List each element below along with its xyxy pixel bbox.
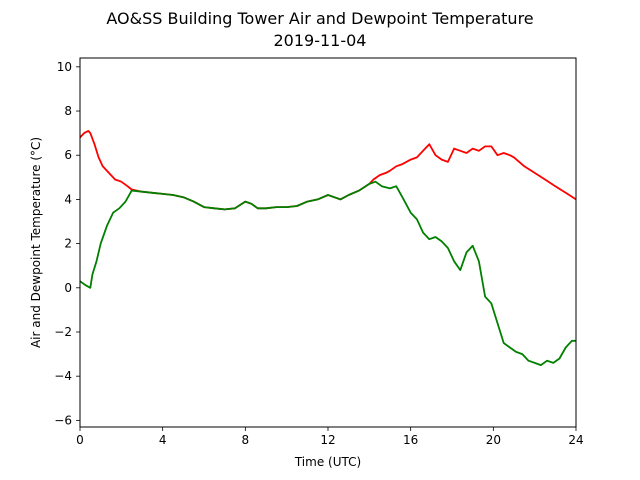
- y-tick-label: 4: [64, 192, 72, 206]
- x-tick-label: 8: [242, 433, 250, 447]
- chart-title: AO&SS Building Tower Air and Dewpoint Te…: [106, 9, 533, 28]
- x-tick-label: 20: [486, 433, 501, 447]
- y-axis-label: Air and Dewpoint Temperature (°C): [29, 137, 43, 348]
- series-layer: [79, 129, 577, 367]
- x-axis-label: Time (UTC): [294, 455, 361, 469]
- y-tick-label: 8: [64, 104, 72, 118]
- y-tick-label: −6: [54, 413, 72, 427]
- y-tick-label: −4: [54, 369, 72, 383]
- y-tick-label: 0: [64, 281, 72, 295]
- y-tick-label: 2: [64, 237, 72, 251]
- chart-subtitle: 2019-11-04: [274, 31, 367, 50]
- y-tick-label: −2: [54, 325, 72, 339]
- y-axis: −6 −4 −2 0 2 4 6 8 10: [54, 60, 80, 427]
- x-tick-label: 0: [76, 433, 84, 447]
- x-tick-label: 12: [320, 433, 335, 447]
- x-tick-label: 16: [403, 433, 418, 447]
- x-axis: 0 4 8 12 16 20 24: [76, 427, 584, 447]
- x-tick-label: 24: [568, 433, 583, 447]
- y-tick-label: 6: [64, 148, 72, 162]
- series-line-1: [79, 180, 576, 367]
- plot-area: [80, 58, 576, 427]
- x-tick-label: 4: [159, 433, 167, 447]
- y-tick-label: 10: [57, 60, 72, 74]
